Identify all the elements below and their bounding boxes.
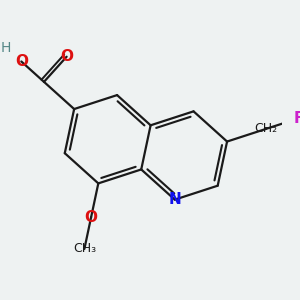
Text: CH₂: CH₂ <box>254 122 277 136</box>
Text: O: O <box>85 210 98 225</box>
Text: O: O <box>15 54 28 69</box>
Text: H: H <box>1 41 11 55</box>
Text: O: O <box>60 49 73 64</box>
Text: F: F <box>293 111 300 126</box>
Text: CH₃: CH₃ <box>73 242 96 255</box>
Text: N: N <box>168 192 181 207</box>
